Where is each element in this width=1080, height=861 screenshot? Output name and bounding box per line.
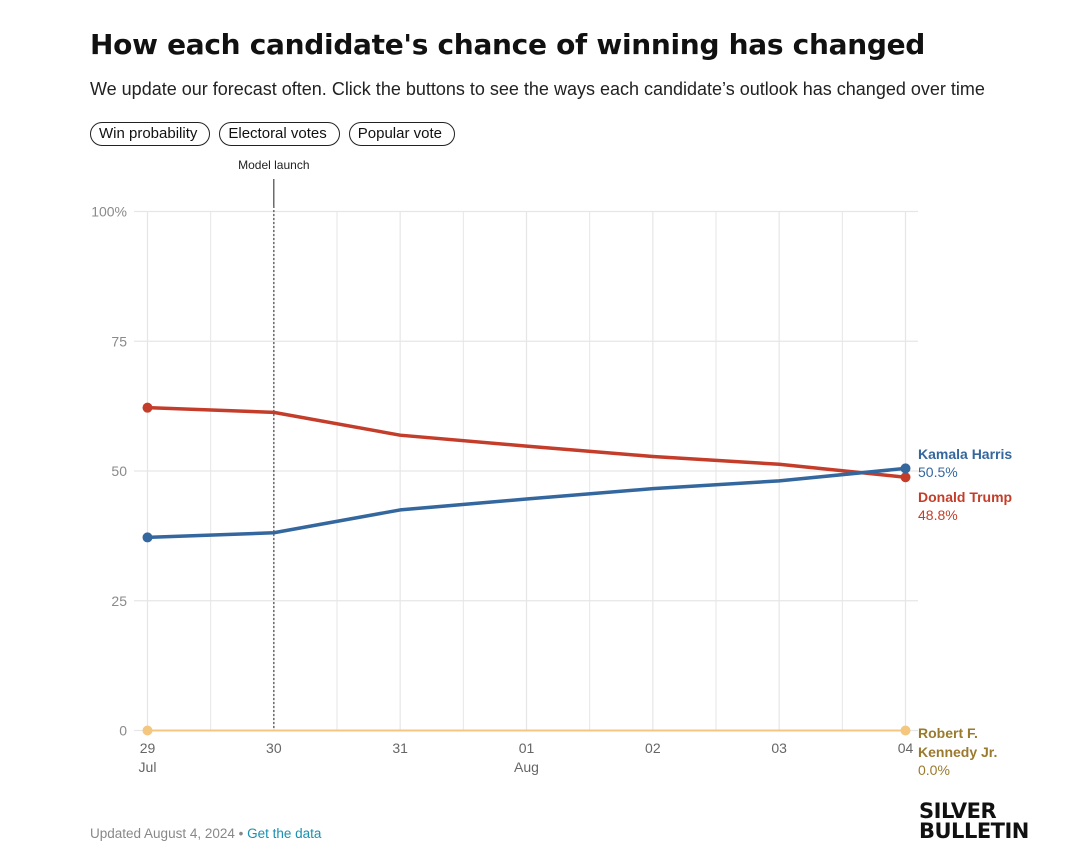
harris-value-label: 50.5% — [918, 464, 958, 480]
y-tick-label: 75 — [111, 333, 127, 349]
harris-line — [145, 466, 908, 540]
rfk-start-point — [142, 725, 153, 736]
get-data-link[interactable]: Get the data — [247, 826, 322, 841]
trump-end-point — [900, 472, 911, 483]
footer-separator: • — [234, 826, 248, 841]
x-tick-day: 30 — [266, 740, 282, 756]
x-tick-day: 02 — [645, 740, 661, 756]
trump-start-point — [142, 402, 153, 413]
x-tick-month: Aug — [514, 759, 539, 775]
trump-value-label: 48.8% — [918, 507, 958, 523]
x-tick-day: 03 — [771, 740, 787, 756]
series-end-labels: Kamala Harris 50.5% Donald Trump 48.8% Rober… — [918, 446, 1012, 778]
chart-title: How each candidate's chance of winning h… — [90, 28, 926, 61]
electoral-votes-button[interactable]: Electoral votes — [219, 122, 340, 146]
grid — [134, 210, 918, 732]
x-tick-day: 29 — [140, 740, 156, 756]
logo-line-2: BULLETIN — [919, 819, 1029, 843]
logo-line-1: SILVER — [919, 799, 997, 823]
y-tick-label: 0 — [119, 723, 127, 739]
win-probability-button[interactable]: Win probability — [90, 122, 211, 146]
x-tick-day: 31 — [392, 740, 408, 756]
win-probability-chart: Model launch 100% 75 50 25 0 29 Jul 30 31 01 Aug 0… — [91, 158, 1012, 778]
metric-toggle-group: Win probability Electoral votes Popular … — [90, 122, 455, 146]
updated-text: Updated August 4, 2024 — [90, 826, 235, 841]
popular-vote-button[interactable]: Popular vote — [348, 122, 455, 146]
footer: Updated August 4, 2024 • Get the data — [90, 826, 321, 841]
harris-name-label: Kamala Harris — [918, 446, 1012, 462]
y-tick-label: 100% — [91, 204, 127, 220]
x-tick-month: Jul — [139, 759, 157, 775]
y-axis: 100% 75 50 25 0 — [91, 204, 127, 739]
x-axis: 29 Jul 30 31 01 Aug 02 03 04 — [139, 740, 914, 775]
x-tick-day: 04 — [898, 740, 914, 756]
series-lines — [142, 402, 911, 736]
y-tick-label: 50 — [111, 463, 127, 479]
x-tick-day: 01 — [519, 740, 535, 756]
y-tick-label: 25 — [111, 593, 127, 609]
trump-line — [145, 405, 908, 479]
trump-name-label: Donald Trump — [918, 489, 1012, 505]
model-launch-label: Model launch — [238, 158, 309, 172]
silver-bulletin-logo: SILVER BULLETIN — [919, 799, 1029, 843]
harris-end-point — [900, 463, 911, 474]
rfk-name-label-2: Kennedy Jr. — [918, 744, 997, 760]
harris-start-point — [142, 532, 153, 543]
model-launch-annotation: Model launch — [238, 158, 310, 731]
rfk-name-label-1: Robert F. — [918, 725, 978, 741]
chart-subtitle: We update our forecast often. Click the … — [90, 79, 985, 99]
rfk-end-point — [900, 725, 911, 736]
rfk-value-label: 0.0% — [918, 762, 950, 778]
